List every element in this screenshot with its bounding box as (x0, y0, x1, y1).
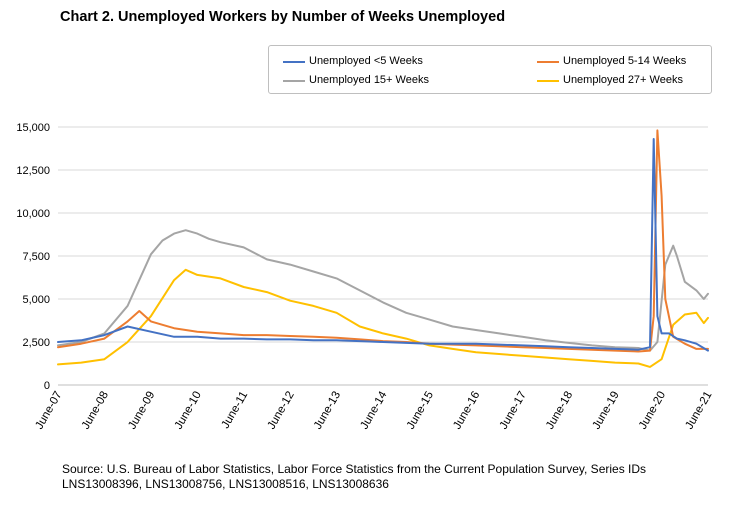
chart-legend: Unemployed <5 Weeks Unemployed 5-14 Week… (268, 45, 712, 94)
legend-label-15-plus-weeks: Unemployed 15+ Weeks (309, 74, 429, 86)
legend-label-5-14-weeks: Unemployed 5-14 Weeks (563, 55, 687, 67)
chart-title: Chart 2. Unemployed Workers by Number of… (60, 9, 506, 25)
x-tick-label: June-08 (80, 390, 111, 432)
y-tick-label: 0 (44, 380, 50, 392)
y-tick-label: 2,500 (22, 337, 50, 349)
source-note: Source: U.S. Bureau of Labor Statistics,… (62, 462, 647, 491)
y-tick-label: 12,500 (16, 165, 50, 177)
y-tick-label: 5,000 (22, 294, 50, 306)
legend-label-under-5-weeks: Unemployed <5 Weeks (309, 55, 423, 67)
x-tick-label: June-18 (544, 390, 575, 432)
y-tick-label: 15,000 (16, 122, 50, 134)
x-tick-label: June-13 (312, 390, 343, 432)
x-tick-label: June-16 (451, 390, 482, 432)
series-lines (57, 129, 709, 368)
y-tick-label: 7,500 (22, 251, 50, 263)
legend-swatch-5-14-weeks (537, 61, 559, 63)
series-line-1 (57, 129, 709, 353)
legend-item-27-plus-weeks: Unemployed 27+ Weeks (537, 74, 683, 86)
legend-swatch-27-plus-weeks (537, 80, 559, 82)
x-tick-label: June-07 (33, 390, 64, 432)
legend-swatch-under-5-weeks (283, 61, 305, 63)
x-tick-label: June-10 (173, 390, 204, 432)
legend-swatch-15-plus-weeks (283, 80, 305, 82)
x-tick-label: June-15 (405, 390, 436, 432)
x-tick-label: June-20 (637, 390, 668, 432)
x-tick-label: June-19 (591, 390, 622, 432)
legend-item-under-5-weeks: Unemployed <5 Weeks (283, 55, 423, 67)
x-tick-label: June-12 (266, 390, 297, 432)
x-tick-label: June-21 (683, 390, 714, 432)
legend-label-27-plus-weeks: Unemployed 27+ Weeks (563, 74, 683, 86)
x-tick-label: June-11 (220, 390, 251, 431)
x-tick-label: June-09 (126, 390, 157, 432)
series-line-0 (57, 138, 709, 352)
legend-item-15-plus-weeks: Unemployed 15+ Weeks (283, 74, 429, 86)
x-tick-label: June-17 (498, 390, 529, 432)
y-tick-label: 10,000 (16, 208, 50, 220)
series-line-3 (57, 268, 709, 368)
legend-item-5-14-weeks: Unemployed 5-14 Weeks (537, 55, 686, 67)
x-tick-label: June-14 (358, 389, 389, 432)
